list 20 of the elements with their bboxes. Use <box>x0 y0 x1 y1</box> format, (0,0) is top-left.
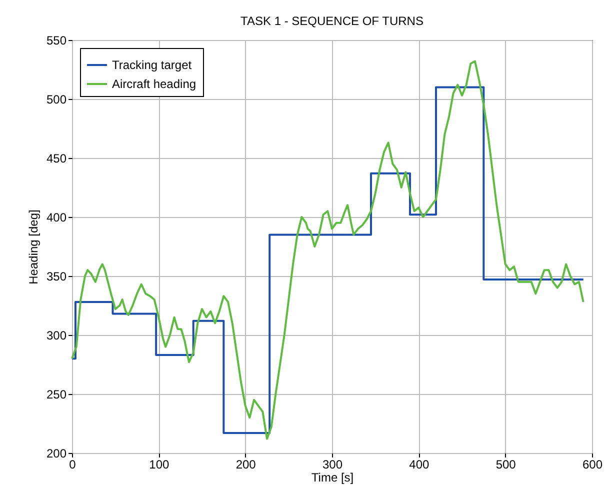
legend-label: Aircraft heading <box>112 77 196 91</box>
x-tick-label: 400 <box>409 458 430 472</box>
chart-title: TASK 1 - SEQUENCE OF TURNS <box>240 14 424 28</box>
y-tick-label: 300 <box>46 328 67 342</box>
y-tick-label: 400 <box>46 210 67 224</box>
x-tick-label: 0 <box>69 458 76 472</box>
x-tick-label: 100 <box>149 458 170 472</box>
x-tick-label: 200 <box>236 458 256 472</box>
x-axis-title: Time [s] <box>311 470 354 484</box>
x-tick-label: 500 <box>496 458 516 472</box>
x-tick-label: 300 <box>322 458 343 472</box>
y-tick-label: 200 <box>46 446 67 460</box>
y-tick-label: 350 <box>46 270 67 284</box>
y-axis-title: Heading [deg] <box>26 210 40 284</box>
y-tick-label: 550 <box>46 34 67 48</box>
y-tick-label: 450 <box>46 152 67 166</box>
x-tick-label: 600 <box>582 458 603 472</box>
legend-label: Tracking target <box>112 58 192 72</box>
y-tick-label: 500 <box>46 92 67 106</box>
y-tick-label: 250 <box>46 388 67 402</box>
